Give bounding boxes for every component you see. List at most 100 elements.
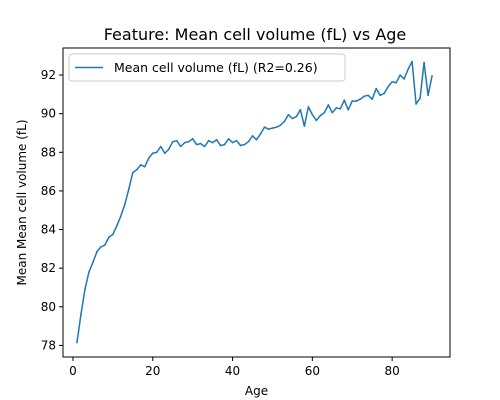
data-point	[143, 165, 146, 168]
data-point	[303, 125, 306, 128]
x-tick-label: 20	[145, 364, 160, 378]
x-tick-label: 60	[305, 364, 320, 378]
data-point	[315, 119, 318, 122]
data-point	[247, 140, 250, 143]
data-point	[116, 224, 118, 227]
data-point	[331, 111, 334, 114]
data-point	[183, 141, 186, 144]
data-point	[415, 103, 417, 105]
data-point	[243, 143, 246, 146]
data-point	[311, 113, 314, 116]
data-point	[359, 98, 362, 100]
data-point	[355, 100, 358, 102]
chart-title: Feature: Mean cell volume (fL) vs Age	[104, 25, 407, 44]
y-tick-label: 80	[41, 300, 56, 314]
x-axis-ticks: 0 20 40 60 80	[69, 357, 400, 378]
data-point	[227, 137, 230, 140]
data-point	[391, 81, 393, 83]
y-tick-label: 78	[41, 338, 56, 352]
data-point	[155, 151, 158, 154]
data-point	[431, 75, 433, 77]
data-point	[259, 133, 262, 135]
x-tick-label: 80	[385, 364, 400, 378]
data-point	[423, 61, 425, 64]
x-axis-label: Age	[245, 384, 268, 398]
plot-frame	[62, 47, 451, 358]
data-point	[215, 138, 218, 141]
data-point	[124, 203, 126, 206]
data-point	[343, 99, 346, 101]
data-point	[84, 288, 86, 291]
data-point	[100, 246, 102, 248]
data-point	[419, 97, 421, 100]
x-tick-label: 0	[69, 364, 77, 378]
data-point	[76, 341, 78, 344]
data-point	[132, 171, 134, 174]
y-tick-label: 82	[41, 261, 56, 275]
data-point	[427, 94, 429, 97]
data-point	[255, 138, 258, 141]
data-point	[80, 313, 82, 316]
data-point	[387, 85, 389, 88]
data-point	[104, 244, 106, 246]
data-point	[323, 111, 326, 114]
data-point	[195, 143, 198, 146]
data-point	[395, 81, 397, 84]
data-point	[235, 139, 238, 142]
data-point	[136, 168, 138, 171]
data-point	[379, 94, 381, 97]
data-point	[199, 142, 202, 145]
data-point	[351, 100, 354, 102]
data-point	[399, 74, 401, 76]
data-point	[239, 144, 242, 147]
data-point	[167, 148, 170, 151]
data-point	[371, 98, 374, 100]
data-point	[319, 114, 322, 117]
y-axis-ticks: 78 80 82 84 86 88 90 92	[41, 68, 63, 352]
data-point	[211, 141, 214, 144]
data-point	[339, 108, 342, 110]
data-point	[203, 145, 206, 148]
data-point	[287, 113, 290, 116]
data-point	[120, 215, 122, 217]
y-tick-label: 84	[41, 223, 56, 237]
data-point	[299, 109, 302, 111]
data-point	[271, 127, 274, 129]
data-point	[283, 120, 286, 123]
data-point	[179, 145, 182, 148]
data-point	[191, 137, 194, 140]
data-point	[335, 107, 338, 109]
legend: Mean cell volume (fL) (R2=0.26)	[68, 53, 346, 82]
data-point	[263, 126, 266, 128]
legend-entry-label: Mean cell volume (fL) (R2=0.26)	[114, 60, 318, 75]
data-point	[223, 143, 226, 146]
data-point	[175, 139, 178, 142]
y-tick-label: 90	[41, 107, 56, 121]
data-point	[403, 78, 405, 80]
y-axis-label: Mean Mean cell volume (fL)	[15, 119, 29, 285]
y-tick-label: 86	[41, 184, 56, 198]
data-point	[407, 68, 409, 71]
data-point	[383, 92, 385, 95]
y-tick-label: 92	[41, 68, 56, 82]
data-point	[163, 152, 166, 155]
series-line	[76, 60, 433, 344]
data-point	[112, 233, 114, 236]
data-point	[291, 117, 294, 120]
y-tick-label: 88	[41, 145, 56, 159]
data-point	[375, 87, 377, 90]
data-point	[327, 104, 330, 106]
data-point	[147, 157, 150, 159]
data-point	[92, 261, 94, 264]
data-point	[187, 140, 190, 143]
data-point	[295, 115, 298, 118]
data-point	[251, 135, 254, 137]
data-point	[88, 271, 90, 273]
data-point	[219, 144, 222, 147]
data-point	[231, 141, 234, 144]
data-point	[307, 106, 310, 108]
data-point	[128, 188, 130, 190]
series-layer	[76, 60, 433, 344]
data-point	[367, 94, 370, 97]
